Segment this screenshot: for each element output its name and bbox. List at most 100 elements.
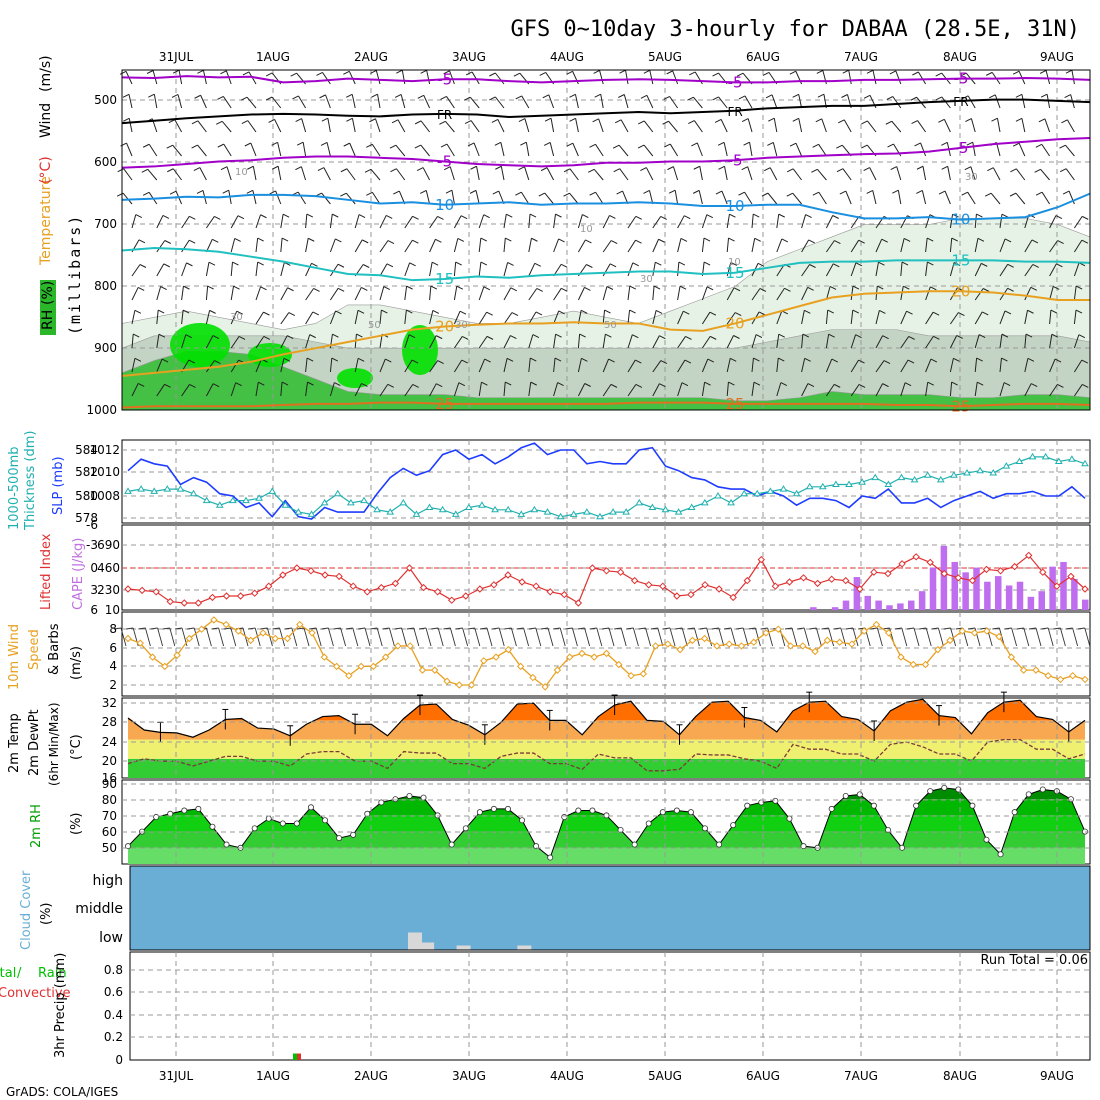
wind-barb: [429, 286, 432, 301]
temperature-contour-label: 15: [726, 264, 745, 282]
wind-barb-flag: [1038, 118, 1046, 123]
rh2m-marker: [547, 854, 554, 861]
wind-barb: [156, 263, 165, 277]
wind-barb: [701, 358, 709, 373]
thickness-marker: [386, 508, 395, 515]
wind-barb-flag: [335, 238, 342, 243]
rh-contour-label: 10: [580, 224, 593, 235]
lifted-index-marker: [166, 597, 174, 606]
wind-barb: [329, 214, 333, 229]
wind-barb: [850, 286, 854, 301]
wind-barb-flag: [370, 70, 377, 74]
wind-barb-10m-flag: [443, 627, 451, 630]
wind-speed-marker: [222, 620, 230, 629]
wind-barb-10m-flag: [736, 627, 744, 630]
wind-barb: [503, 358, 508, 373]
wind-barb: [429, 360, 439, 373]
wind-barb: [749, 142, 753, 157]
lifted-index-marker: [1010, 562, 1019, 571]
low-cloud-bar: [456, 945, 471, 950]
precip-total-label: Total: [0, 966, 16, 981]
thickness-marker: [451, 510, 460, 517]
wind-barb-flag: [655, 309, 663, 314]
wind-barb: [469, 96, 480, 109]
wind-barb-10m: [1047, 627, 1054, 647]
wind-barb: [627, 262, 634, 277]
y-tick-label: 500: [94, 93, 117, 107]
wind-barb-10m: [657, 627, 664, 647]
wind-barb: [503, 238, 506, 253]
wind-barb-flag: [530, 381, 537, 386]
wind-speed-marker: [455, 681, 463, 689]
wind-barb: [230, 359, 240, 373]
wind-barb: [252, 166, 257, 181]
thickness-marker: [700, 498, 709, 506]
wind-barb-flag: [861, 120, 868, 125]
panel-precip: [129, 951, 1091, 1061]
wind-barb: [602, 384, 612, 397]
wind-barb: [843, 119, 852, 133]
wind-barb: [669, 143, 679, 157]
wind-barb: [147, 168, 158, 181]
wind-barb-flag: [904, 382, 912, 387]
wind-barb-flag: [142, 191, 150, 196]
wind-barb-flag: [643, 69, 651, 74]
rh2m-marker: [561, 814, 568, 821]
wind-barb-flag: [956, 335, 963, 339]
wind-barb-10m: [791, 627, 798, 647]
thickness-marker: [779, 485, 788, 492]
wind-barb: [1073, 310, 1077, 325]
wind-barb-flag: [977, 237, 985, 242]
wind-barb: [503, 262, 509, 277]
wind-barb-flag: [246, 189, 254, 194]
wind-barb-flag: [364, 168, 372, 173]
wind-barb: [197, 144, 207, 157]
rh2m-marker: [420, 794, 427, 801]
wind-barb-flag: [457, 237, 465, 242]
lifted-index-marker: [799, 574, 808, 582]
cape-bar: [864, 595, 871, 610]
wind-barb-flag: [137, 383, 145, 387]
wind-barb: [900, 359, 909, 373]
wind-barb: [875, 335, 884, 349]
lifted-index-marker: [321, 571, 329, 579]
wind-barb: [921, 190, 927, 205]
wind-barb-10m-flag: [492, 627, 500, 630]
wind-barb-flag: [495, 165, 502, 170]
wind-barb: [850, 359, 859, 373]
wind-barb-10m: [742, 627, 749, 647]
wind-barb-flag: [666, 70, 673, 75]
wind-speed-marker: [124, 634, 132, 643]
thickness-marker: [871, 473, 880, 481]
thickness-marker: [438, 505, 447, 513]
wind-barb-flag: [817, 93, 825, 98]
wind-barb-flag: [858, 239, 865, 244]
cape-bar: [908, 600, 915, 610]
wind-barb: [128, 94, 133, 109]
wind-barb: [301, 118, 307, 133]
wind-barb-10m-flag: [821, 627, 829, 630]
wind-barb: [500, 166, 505, 181]
wind-barb: [549, 142, 555, 157]
wind-barb-flag: [241, 120, 249, 125]
lifted-index-marker: [687, 590, 695, 599]
wind-barb-flag: [334, 382, 341, 387]
wind-barb-10m: [779, 627, 786, 647]
wind-barb-flag: [916, 165, 924, 170]
wind-barb-flag: [680, 237, 688, 242]
wind-barb: [602, 263, 611, 277]
wind-barb: [280, 287, 288, 301]
wind-barb: [298, 95, 307, 109]
wind-barb-10m-flag: [760, 627, 768, 630]
wind-speed-marker: [909, 660, 917, 669]
wind-barb-flag: [903, 237, 911, 242]
wind-barb-flag: [188, 239, 196, 244]
wind-barb: [349, 142, 356, 157]
lifted-index-marker: [124, 585, 132, 593]
wind-barb-10m: [596, 627, 603, 647]
wind-barb: [181, 216, 190, 229]
wind-barb: [280, 312, 290, 325]
wind-barb-flag: [440, 95, 447, 100]
temperature-contour-line: [121, 192, 1091, 221]
wind-barb-10m: [254, 627, 261, 647]
